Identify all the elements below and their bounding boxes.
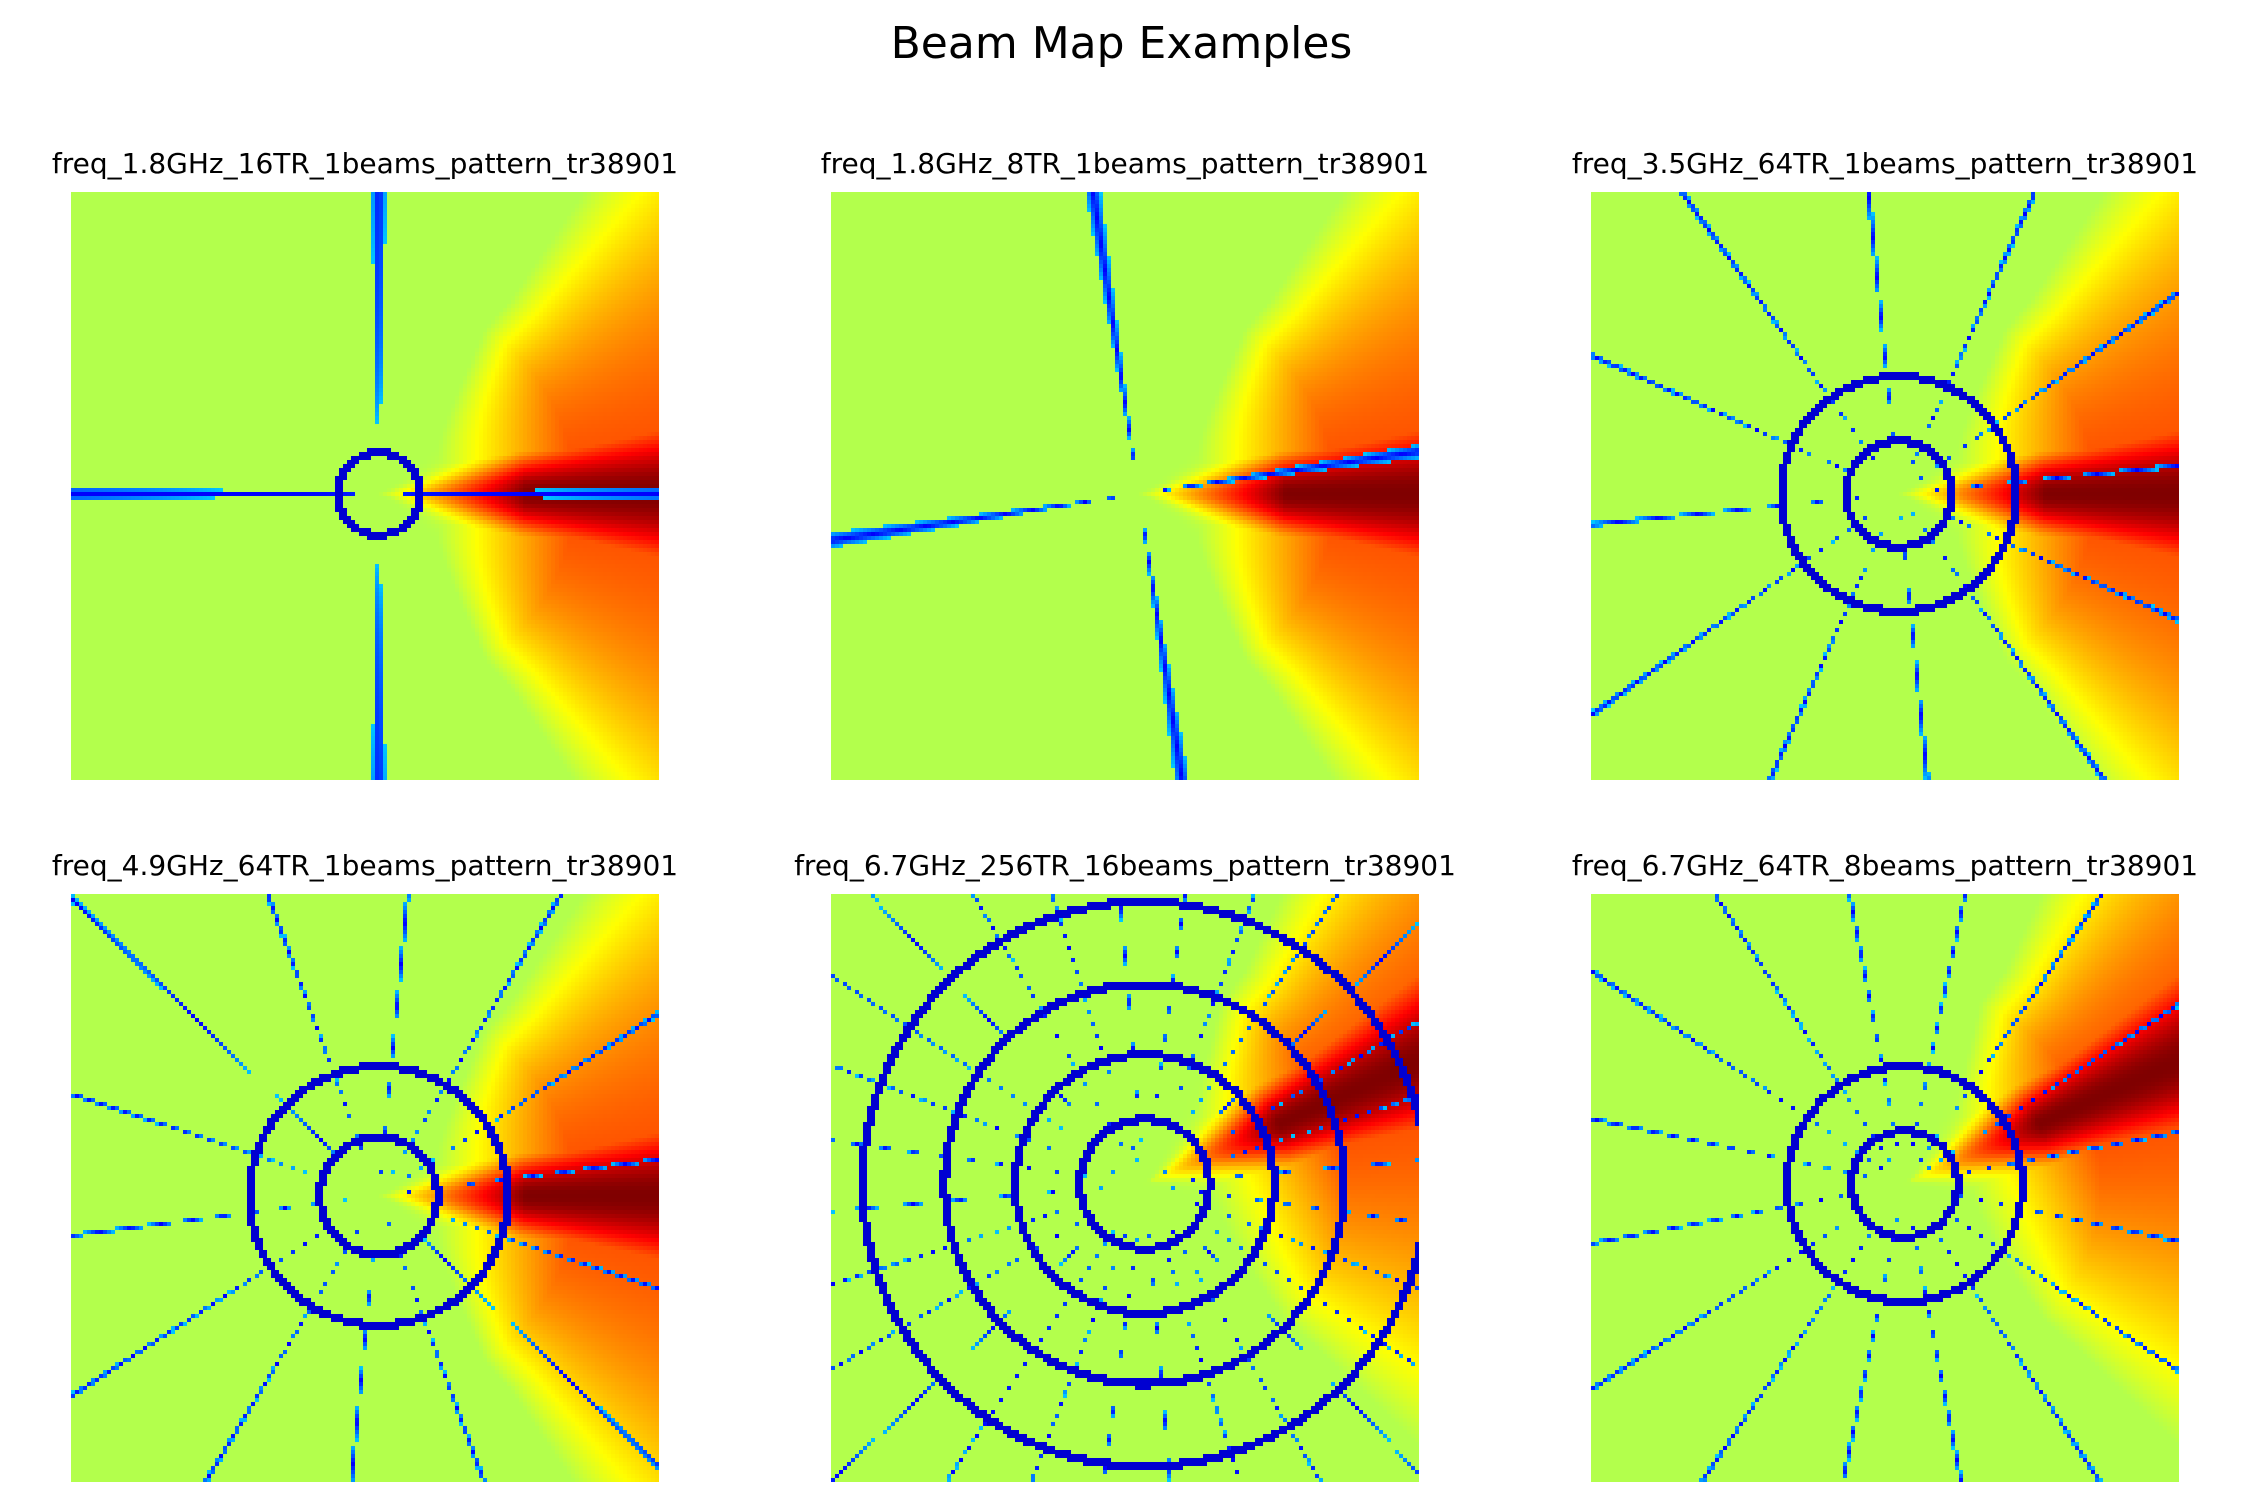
figure-title: Beam Map Examples [890, 18, 1353, 69]
panel-title: freq_1.8GHz_8TR_1beams_pattern_tr38901 [820, 147, 1430, 180]
beam-heatmap [831, 192, 1419, 780]
panel-title: freq_4.9GHz_64TR_1beams_pattern_tr38901 [51, 849, 679, 882]
panel-title: freq_6.7GHz_64TR_8beams_pattern_tr38901 [1571, 849, 2199, 882]
beam-heatmap [1591, 894, 2179, 1482]
panel-title: freq_3.5GHz_64TR_1beams_pattern_tr38901 [1571, 147, 2199, 180]
panel-title: freq_6.7GHz_256TR_16beams_pattern_tr3890… [794, 849, 1456, 882]
beam-heatmap [831, 894, 1419, 1482]
beam-heatmap [71, 894, 659, 1482]
panel-title: freq_1.8GHz_16TR_1beams_pattern_tr38901 [51, 147, 679, 180]
beam-heatmap [71, 192, 659, 780]
beam-heatmap [1591, 192, 2179, 780]
